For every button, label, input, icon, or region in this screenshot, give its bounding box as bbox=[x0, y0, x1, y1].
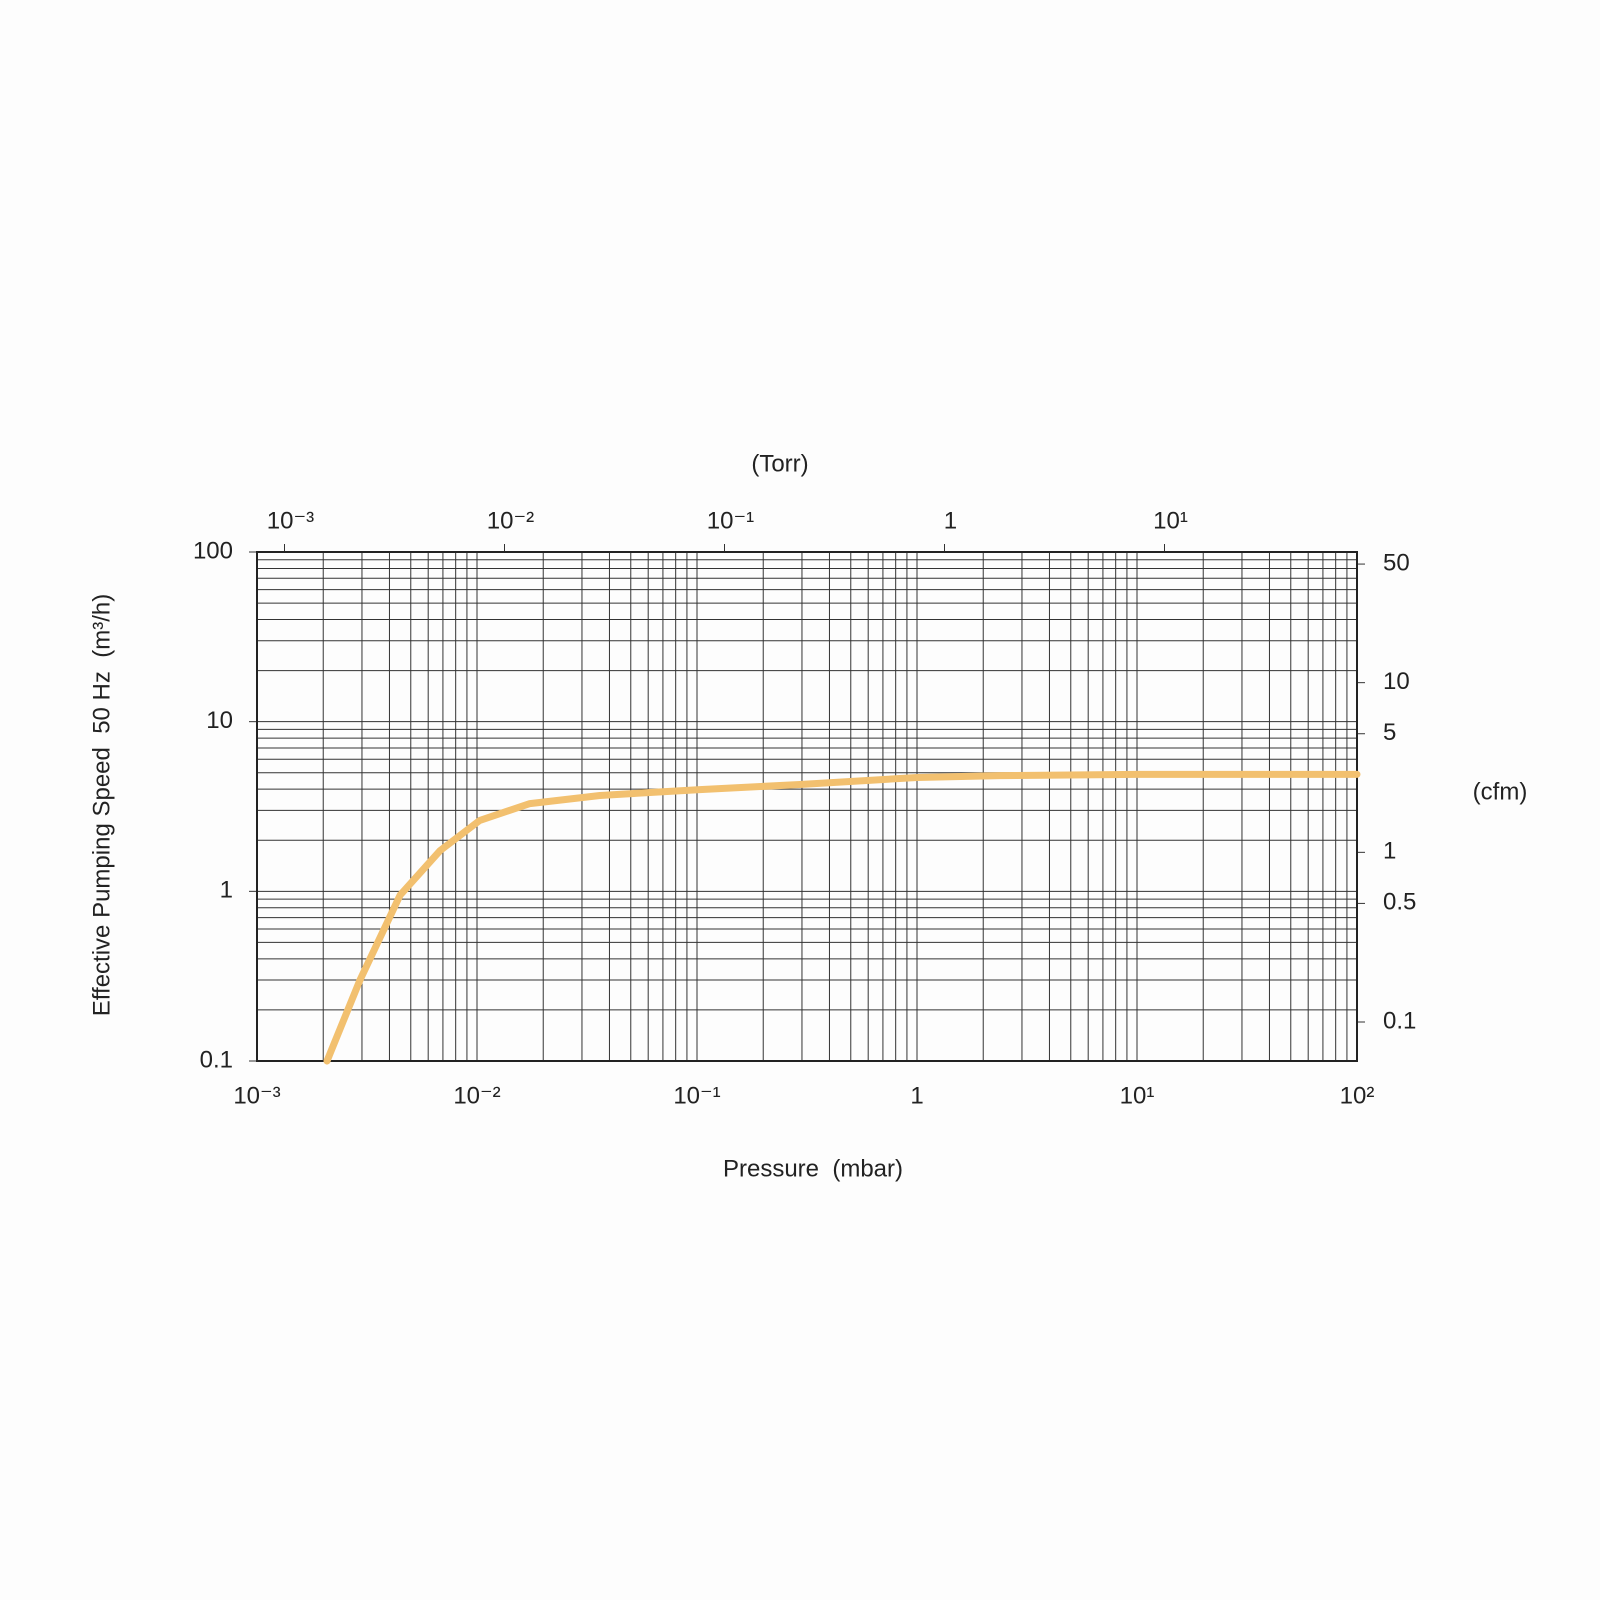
x-tick-label: 1 bbox=[910, 1082, 923, 1109]
x2-tick-label: 10⁻² bbox=[487, 507, 534, 534]
x-axis-title: Pressure (mbar) bbox=[723, 1155, 903, 1182]
x2-tick-label: 10⁻³ bbox=[267, 507, 314, 534]
y-axis-title: Effective Pumping Speed 50 Hz (m³/h) bbox=[88, 594, 115, 1016]
y2-axis-title: (cfm) bbox=[1473, 778, 1528, 805]
y-tick-label: 0.1 bbox=[200, 1046, 233, 1073]
y-tick-label: 10 bbox=[206, 707, 233, 734]
x-tick-label: 10² bbox=[1340, 1082, 1375, 1109]
x2-tick-label: 10¹ bbox=[1153, 507, 1188, 534]
y2-tick-label: 0.5 bbox=[1383, 889, 1416, 916]
y2-tick-label: 50 bbox=[1383, 549, 1410, 576]
x-tick-label: 10⁻² bbox=[453, 1082, 500, 1109]
y2-tick-label: 1 bbox=[1383, 838, 1396, 865]
plot-frame bbox=[256, 551, 1358, 1062]
x-tick-label: 10⁻³ bbox=[233, 1082, 280, 1109]
top-axis-title: (Torr) bbox=[751, 450, 808, 477]
y-tick-label: 100 bbox=[193, 537, 233, 564]
y-tick-label: 1 bbox=[220, 877, 233, 904]
x2-tick-label: 10⁻¹ bbox=[707, 507, 754, 534]
y2-tick-label: 0.1 bbox=[1383, 1007, 1416, 1034]
x2-tick-label: 1 bbox=[944, 507, 957, 534]
line-series bbox=[323, 770, 1361, 1065]
y2-tick-label: 10 bbox=[1383, 668, 1410, 695]
y2-tick-label: 5 bbox=[1383, 719, 1396, 746]
x-tick-label: 10¹ bbox=[1120, 1082, 1155, 1109]
x-tick-label: 10⁻¹ bbox=[673, 1082, 720, 1109]
